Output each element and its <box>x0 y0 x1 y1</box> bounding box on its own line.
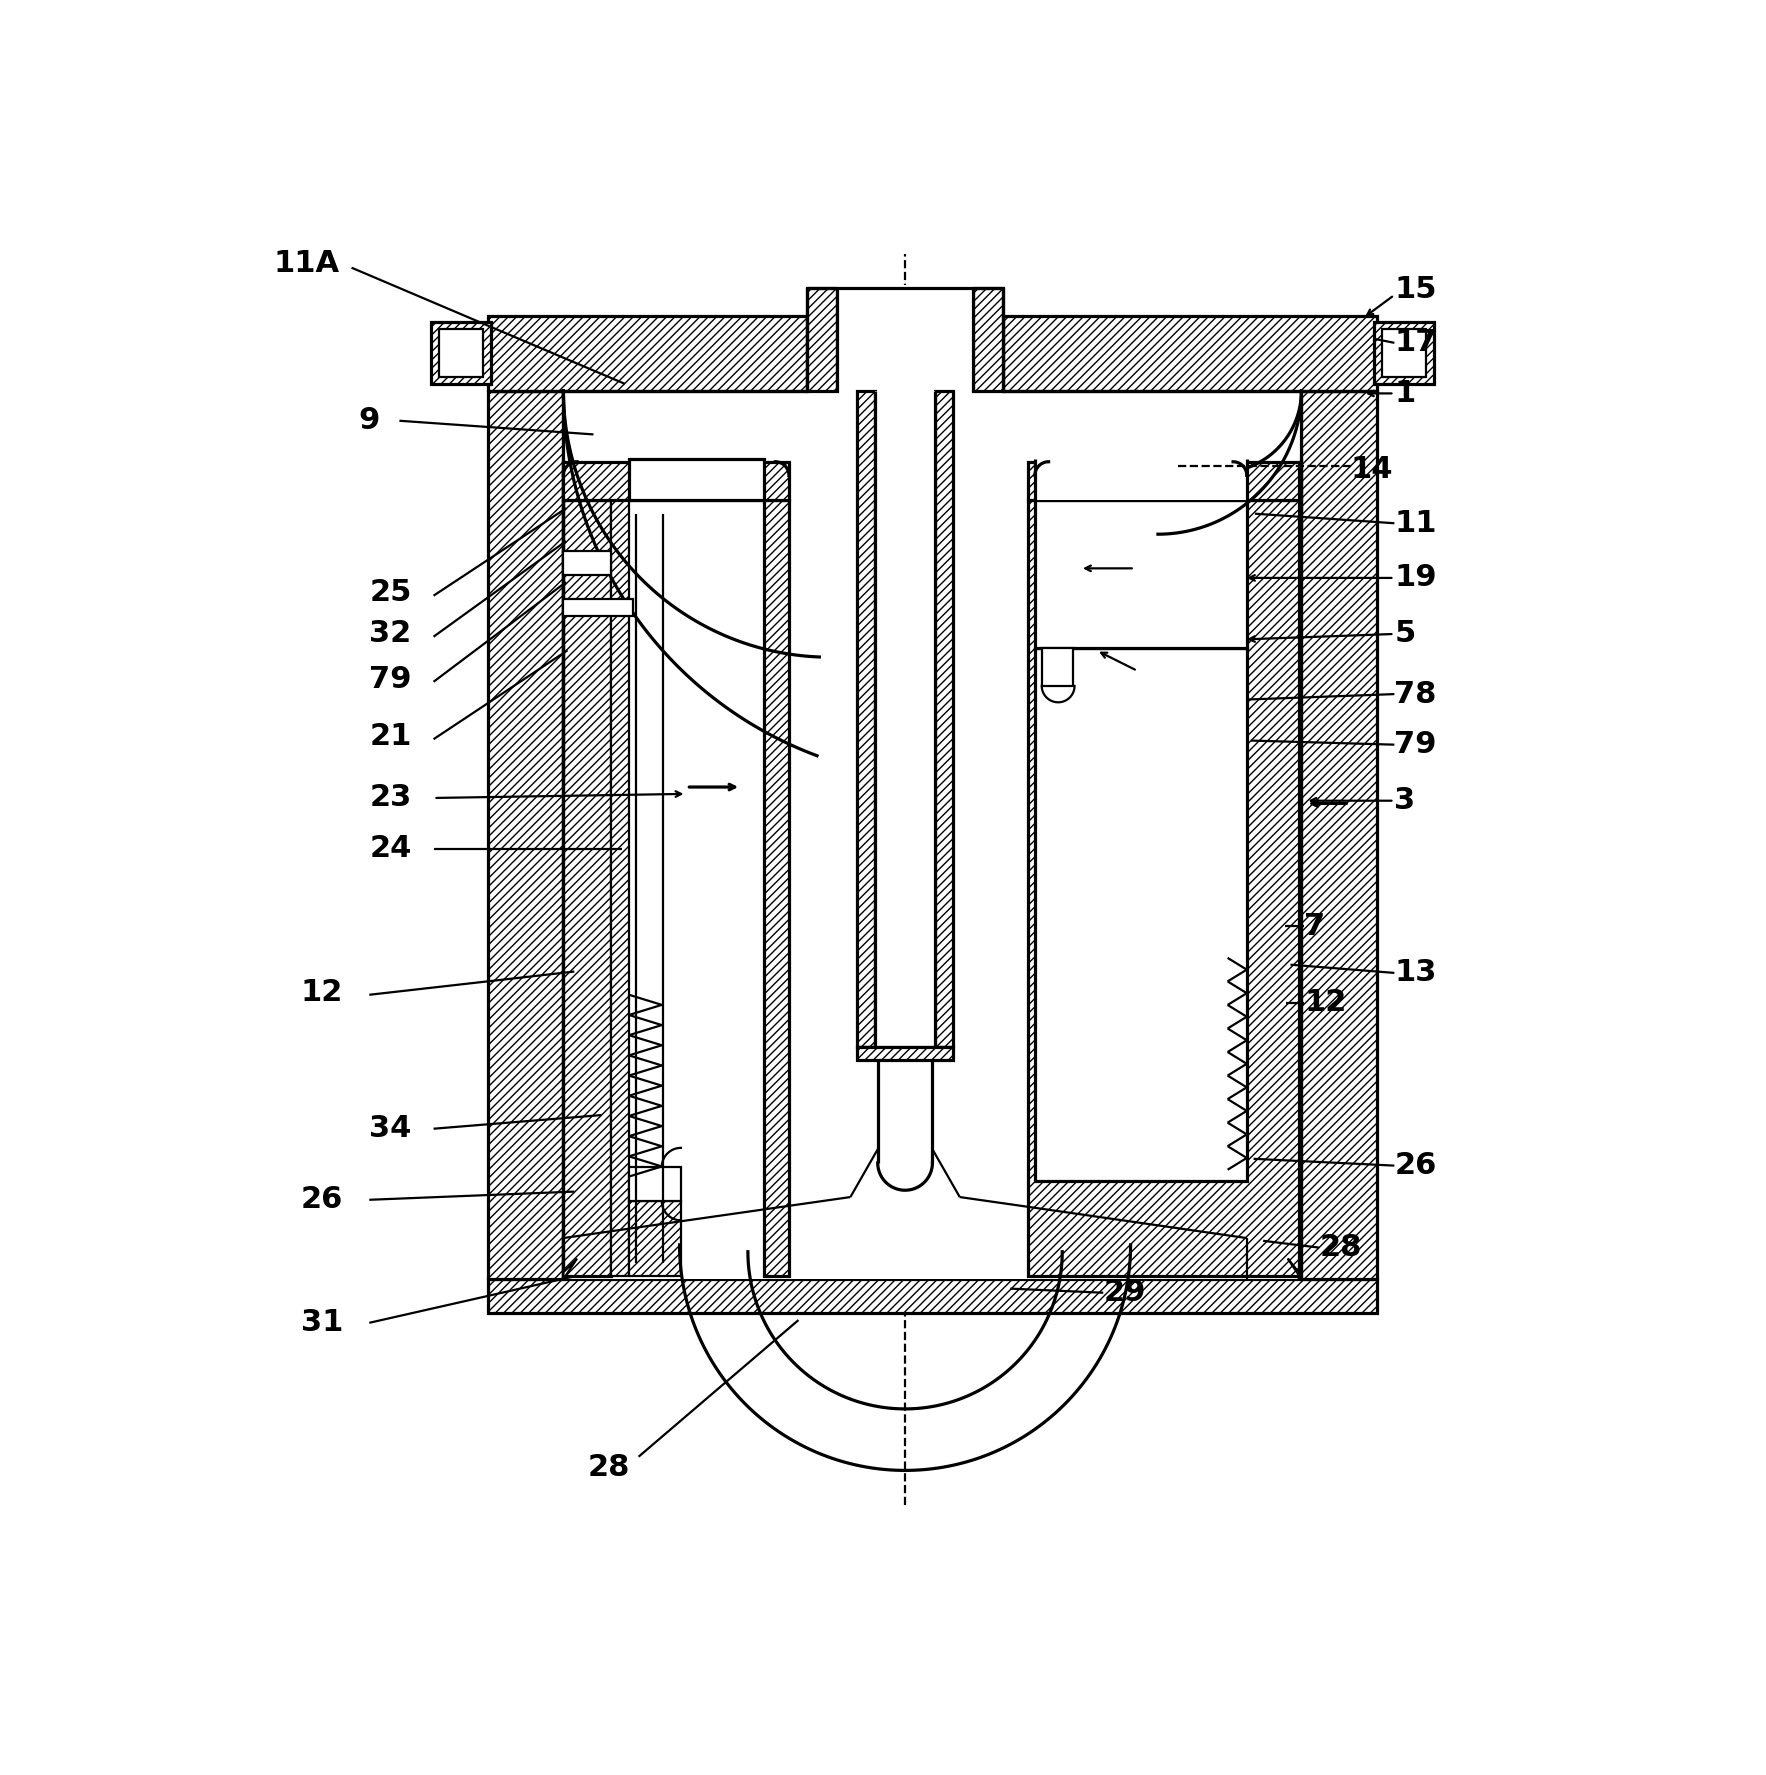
Bar <box>936 390 954 1047</box>
Text: 79: 79 <box>369 664 411 694</box>
Text: 24: 24 <box>369 834 411 863</box>
Text: 28: 28 <box>588 1454 630 1482</box>
Text: 14: 14 <box>1351 456 1393 485</box>
Text: 15: 15 <box>1395 275 1438 304</box>
Bar <box>1003 316 1377 390</box>
Text: 11: 11 <box>1395 509 1438 538</box>
Bar <box>857 390 874 1047</box>
Text: 25: 25 <box>369 579 411 607</box>
Bar <box>629 501 765 1276</box>
Bar <box>1028 501 1298 1276</box>
Text: 23: 23 <box>369 783 411 813</box>
Bar <box>765 501 789 1276</box>
Bar <box>1383 328 1425 376</box>
Bar <box>629 1166 682 1202</box>
Text: 5: 5 <box>1395 619 1416 648</box>
Text: 31: 31 <box>300 1308 343 1337</box>
Text: 1: 1 <box>1395 378 1416 408</box>
Bar <box>874 390 936 1047</box>
Bar <box>563 462 789 501</box>
Text: 21: 21 <box>369 722 411 751</box>
Text: 34: 34 <box>369 1115 411 1143</box>
Text: 79: 79 <box>1395 730 1438 760</box>
Text: 17: 17 <box>1395 328 1438 357</box>
Bar <box>1035 648 1247 1180</box>
Bar <box>1302 390 1377 1280</box>
Bar <box>1035 460 1247 501</box>
Bar <box>1374 323 1434 383</box>
Text: 9: 9 <box>358 406 380 435</box>
Bar <box>487 390 563 1280</box>
Text: 19: 19 <box>1395 563 1438 593</box>
Bar <box>1028 462 1298 501</box>
Text: 32: 32 <box>369 619 411 648</box>
Bar <box>563 598 632 616</box>
Bar <box>837 286 973 390</box>
Text: 26: 26 <box>300 1186 343 1214</box>
Bar <box>629 460 765 501</box>
Bar <box>611 501 629 1276</box>
Bar <box>563 390 1302 1280</box>
Polygon shape <box>563 1258 577 1280</box>
Text: 11A: 11A <box>274 249 339 279</box>
Text: 12: 12 <box>300 978 343 1006</box>
Text: 78: 78 <box>1395 680 1438 708</box>
Bar <box>1035 501 1247 648</box>
Bar <box>563 550 611 575</box>
Polygon shape <box>1287 1258 1302 1280</box>
Text: 13: 13 <box>1395 959 1438 987</box>
Bar <box>563 501 611 1276</box>
Bar <box>1042 648 1074 685</box>
Text: 28: 28 <box>1319 1234 1362 1262</box>
Text: 3: 3 <box>1395 786 1416 815</box>
Text: 7: 7 <box>1303 912 1324 941</box>
Text: 29: 29 <box>1104 1278 1146 1306</box>
Bar <box>807 288 837 390</box>
Bar <box>487 1280 1377 1314</box>
Bar <box>973 288 1003 390</box>
Bar <box>487 316 807 390</box>
Text: 12: 12 <box>1303 989 1346 1017</box>
Bar <box>629 1202 682 1276</box>
Text: 26: 26 <box>1395 1152 1438 1180</box>
Bar <box>857 1047 954 1060</box>
Bar <box>431 323 491 383</box>
Bar <box>440 328 482 376</box>
